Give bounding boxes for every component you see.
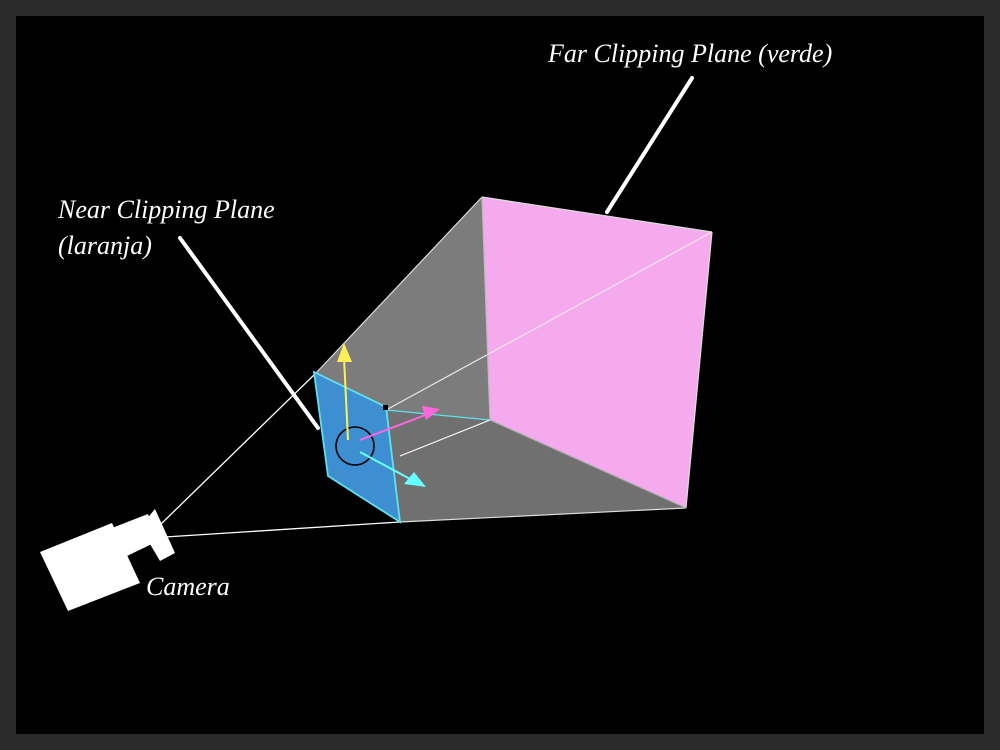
edge-inner-top [385,409,491,421]
frustum-bottom-face [328,410,686,522]
near-plane-label-line1: Near Clipping Plane [57,195,275,224]
near-clipping-plane [312,370,402,524]
gizmo-y-axis [343,357,349,441]
edge-far-top [481,196,713,233]
camera-label: Camera [146,572,230,601]
gizmo-z-axis [359,451,413,481]
view-line-lower [164,521,401,538]
frustum [312,196,713,524]
far-plane-pointer [605,76,694,214]
gizmo-y-arrowhead [337,343,352,362]
edge-far-left [481,196,491,421]
gizmo-x-arrowhead [422,406,440,420]
edge-far-right [685,231,713,509]
edge-far-bottom-diagonal [489,419,687,509]
far-clipping-plane [482,197,712,508]
edge-diagonal [385,231,713,411]
transform-gizmo-icon [335,343,440,487]
camera-body [40,523,140,611]
pointer-lines [178,76,694,430]
far-plane-label: Far Clipping Plane (verde) [547,39,832,68]
frustum-edges [315,196,713,523]
camera-view-lines [159,372,401,538]
camera-icon [40,509,175,611]
edge-bottom [399,507,687,523]
gizmo-rotate-circle [335,426,375,466]
near-plane-pointer [178,236,320,430]
gizmo-origin [383,405,388,410]
edge-inner-bottom [399,419,491,457]
gizmo-z-arrowhead [404,472,426,487]
view-line-upper [159,372,317,526]
edge-top-left [315,196,483,374]
gizmo-x-axis [359,413,429,441]
near-plane-label-line2: (laranja) [58,231,152,260]
frustum-top-face [316,197,490,420]
camera-lens [140,509,175,561]
